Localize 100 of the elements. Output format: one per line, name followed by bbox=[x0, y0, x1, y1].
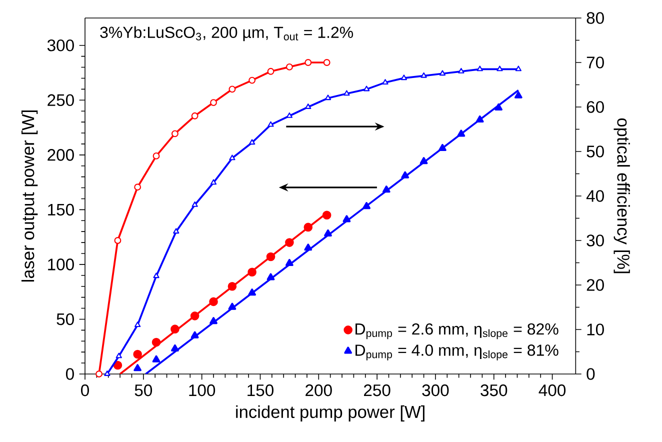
point bbox=[210, 99, 217, 106]
point bbox=[152, 338, 161, 347]
point bbox=[96, 370, 102, 378]
point bbox=[286, 258, 294, 266]
point bbox=[190, 312, 200, 320]
point bbox=[324, 94, 332, 100]
point bbox=[382, 79, 388, 85]
point bbox=[268, 121, 274, 127]
point bbox=[190, 331, 199, 338]
point bbox=[401, 171, 410, 178]
point bbox=[134, 322, 141, 328]
point bbox=[152, 152, 160, 160]
point bbox=[322, 210, 332, 220]
point bbox=[476, 66, 483, 72]
point bbox=[420, 157, 428, 164]
point bbox=[305, 104, 312, 109]
point bbox=[496, 66, 503, 72]
chart-title: 3%Yb:LuScO$_{3}$, 200 µm, T$_{out}$ = 1.2% bbox=[100, 26, 354, 42]
legend-label: D$_{pump}$ = 2.6 mm, η$_{slope}$ = 82% bbox=[356, 323, 558, 340]
point bbox=[382, 186, 390, 193]
point bbox=[228, 282, 237, 291]
x-tick-label: 250 bbox=[364, 384, 390, 396]
point bbox=[266, 273, 275, 280]
point bbox=[228, 86, 236, 93]
point bbox=[173, 228, 180, 234]
point bbox=[192, 201, 198, 207]
point bbox=[304, 59, 312, 66]
x-tick-label: 350 bbox=[480, 384, 508, 396]
point bbox=[248, 268, 256, 277]
point bbox=[248, 139, 256, 145]
y2-tick-label: 70 bbox=[586, 56, 604, 68]
point bbox=[457, 130, 466, 137]
point bbox=[191, 112, 198, 120]
point bbox=[494, 103, 502, 110]
point bbox=[324, 229, 332, 236]
x-tick-label: 150 bbox=[248, 384, 274, 396]
point bbox=[170, 324, 180, 334]
y2-axis-title: optical efficiency [%] bbox=[614, 118, 630, 274]
point bbox=[228, 302, 236, 310]
x-tick-label: 300 bbox=[422, 384, 449, 396]
point bbox=[114, 237, 122, 244]
y-tick-label: 150 bbox=[48, 204, 74, 216]
point bbox=[439, 70, 446, 76]
point bbox=[342, 215, 351, 222]
point bbox=[514, 91, 522, 98]
point bbox=[286, 112, 293, 118]
y2-tick-label: 20 bbox=[586, 279, 604, 291]
point bbox=[344, 90, 350, 96]
x-axis-title: incident pump power [W] bbox=[236, 405, 424, 422]
y2-tick-label: 10 bbox=[587, 324, 604, 336]
point bbox=[515, 66, 522, 72]
point bbox=[248, 76, 256, 84]
y-axis-title: laser output power [W] bbox=[21, 110, 38, 282]
point bbox=[152, 355, 160, 362]
point bbox=[438, 144, 446, 152]
x-tick-label: 100 bbox=[189, 384, 216, 396]
point bbox=[210, 317, 218, 324]
x-tick-label: 50 bbox=[134, 384, 152, 396]
y-tick-label: 0 bbox=[66, 368, 74, 380]
point bbox=[210, 179, 217, 185]
point bbox=[267, 68, 274, 75]
point bbox=[134, 364, 142, 372]
y-tick-label: 100 bbox=[48, 258, 74, 270]
point bbox=[363, 86, 370, 92]
point bbox=[133, 350, 142, 359]
legend-label: D$_{pump}$ = 4.0 mm, η$_{slope}$ = 81% bbox=[356, 344, 558, 360]
point bbox=[420, 72, 427, 78]
point bbox=[116, 352, 122, 358]
y2-tick-label: 30 bbox=[586, 234, 604, 246]
y2-tick-label: 60 bbox=[586, 101, 604, 113]
point bbox=[248, 288, 256, 296]
point bbox=[171, 130, 178, 138]
y2-tick-label: 0 bbox=[586, 368, 595, 380]
x-tick-label: 0 bbox=[81, 384, 89, 396]
point bbox=[266, 252, 276, 262]
point bbox=[400, 74, 408, 80]
y-tick-label: 200 bbox=[48, 149, 74, 161]
point bbox=[286, 63, 293, 70]
y-tick-label: 250 bbox=[48, 94, 74, 106]
point bbox=[304, 244, 312, 251]
point bbox=[209, 297, 218, 306]
point bbox=[134, 184, 142, 191]
point bbox=[153, 272, 160, 278]
point bbox=[113, 360, 122, 370]
y2-tick-label: 40 bbox=[586, 190, 604, 202]
point bbox=[362, 202, 370, 210]
point bbox=[285, 238, 294, 247]
point bbox=[304, 222, 313, 232]
y-tick-label: 50 bbox=[56, 313, 74, 326]
y2-tick-label: 50 bbox=[586, 146, 604, 158]
x-tick-label: 400 bbox=[538, 384, 566, 396]
point bbox=[323, 59, 330, 66]
x-tick-label: 200 bbox=[306, 384, 332, 396]
point bbox=[104, 370, 110, 376]
y2-tick-label: 80 bbox=[586, 12, 604, 24]
y-tick-label: 300 bbox=[47, 39, 74, 52]
point bbox=[458, 68, 464, 74]
point bbox=[171, 344, 179, 352]
point bbox=[476, 115, 484, 123]
point bbox=[229, 154, 236, 160]
